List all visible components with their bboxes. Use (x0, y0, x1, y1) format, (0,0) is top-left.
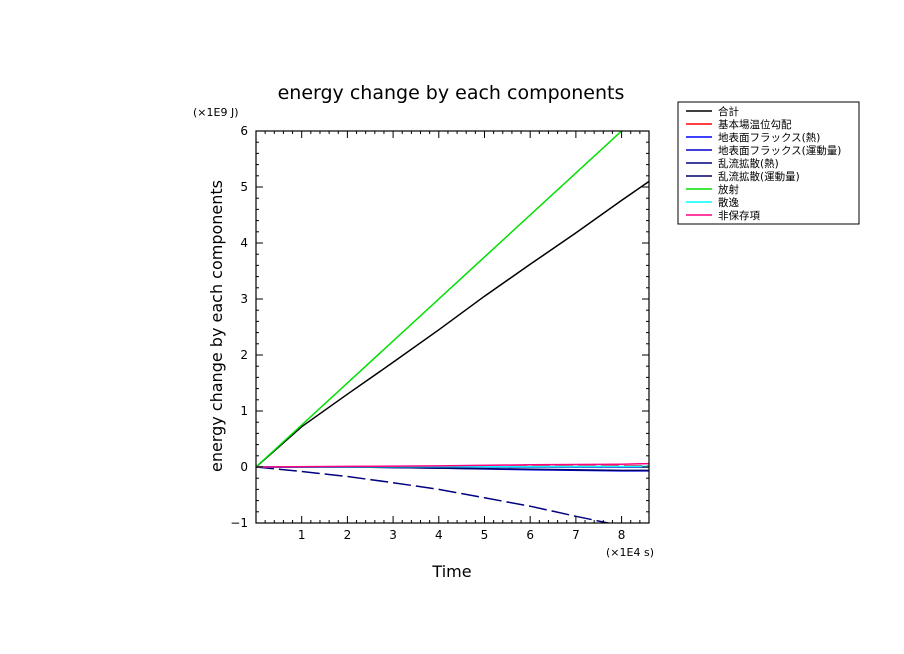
legend-items: 合計基本場温位勾配地表面フラックス(熱)地表面フラックス(運動量)乱流拡散(熱)… (686, 105, 841, 222)
legend-label-3: 地表面フラックス(運動量) (718, 144, 841, 157)
y-axis-label: energy change by each components (207, 180, 226, 472)
x-tick-label: 1 (298, 528, 306, 542)
x-tick-label: 8 (618, 528, 626, 542)
y-tick-label: −1 (230, 516, 248, 530)
x-tick-label: 3 (389, 528, 397, 542)
legend-label-8: 非保存項 (718, 209, 760, 222)
legend-label-4: 乱流拡散(熱) (718, 157, 779, 170)
plot-frame (255, 130, 650, 524)
legend-label-7: 散逸 (718, 196, 739, 209)
legend-label-5: 乱流拡散(運動量) (718, 170, 800, 183)
legend-box (677, 101, 860, 225)
x-axis-unit: (×1E4 s) (606, 546, 654, 559)
y-tick-label: 2 (240, 348, 248, 362)
legend-label-0: 合計 (718, 105, 739, 118)
series-line-8 (256, 462, 649, 468)
y-tick-label: 3 (240, 292, 248, 306)
x-tick-label: 4 (435, 528, 443, 542)
series-layer (256, 131, 649, 523)
legend-label-2: 地表面フラックス(熱) (718, 131, 820, 144)
ticks-layer: 1 2 3 4 5 6 7 8 −1 0 1 2 3 4 5 6 (230, 124, 650, 542)
y-tick-label: 1 (240, 404, 248, 418)
x-tick-label: 6 (526, 528, 534, 542)
chart-title: energy change by each components (278, 82, 625, 104)
y-tick-label: 5 (240, 180, 248, 194)
series-line-4 (256, 466, 612, 523)
x-axis-label: Time (431, 562, 471, 581)
series-line-6 (256, 131, 623, 468)
y-tick-label: 6 (240, 124, 248, 138)
x-tick-label: 7 (572, 528, 580, 542)
x-tick-label: 2 (344, 528, 352, 542)
series-line-0 (256, 180, 649, 468)
legend-label-1: 基本場温位勾配 (718, 118, 792, 131)
legend: 合計基本場温位勾配地表面フラックス(熱)地表面フラックス(運動量)乱流拡散(熱)… (677, 101, 860, 225)
x-tick-label: 5 (481, 528, 489, 542)
y-tick-label: 0 (240, 460, 248, 474)
y-tick-label: 4 (240, 236, 248, 250)
y-axis-unit: (×1E9 J) (193, 106, 239, 119)
legend-label-6: 放射 (718, 183, 739, 196)
